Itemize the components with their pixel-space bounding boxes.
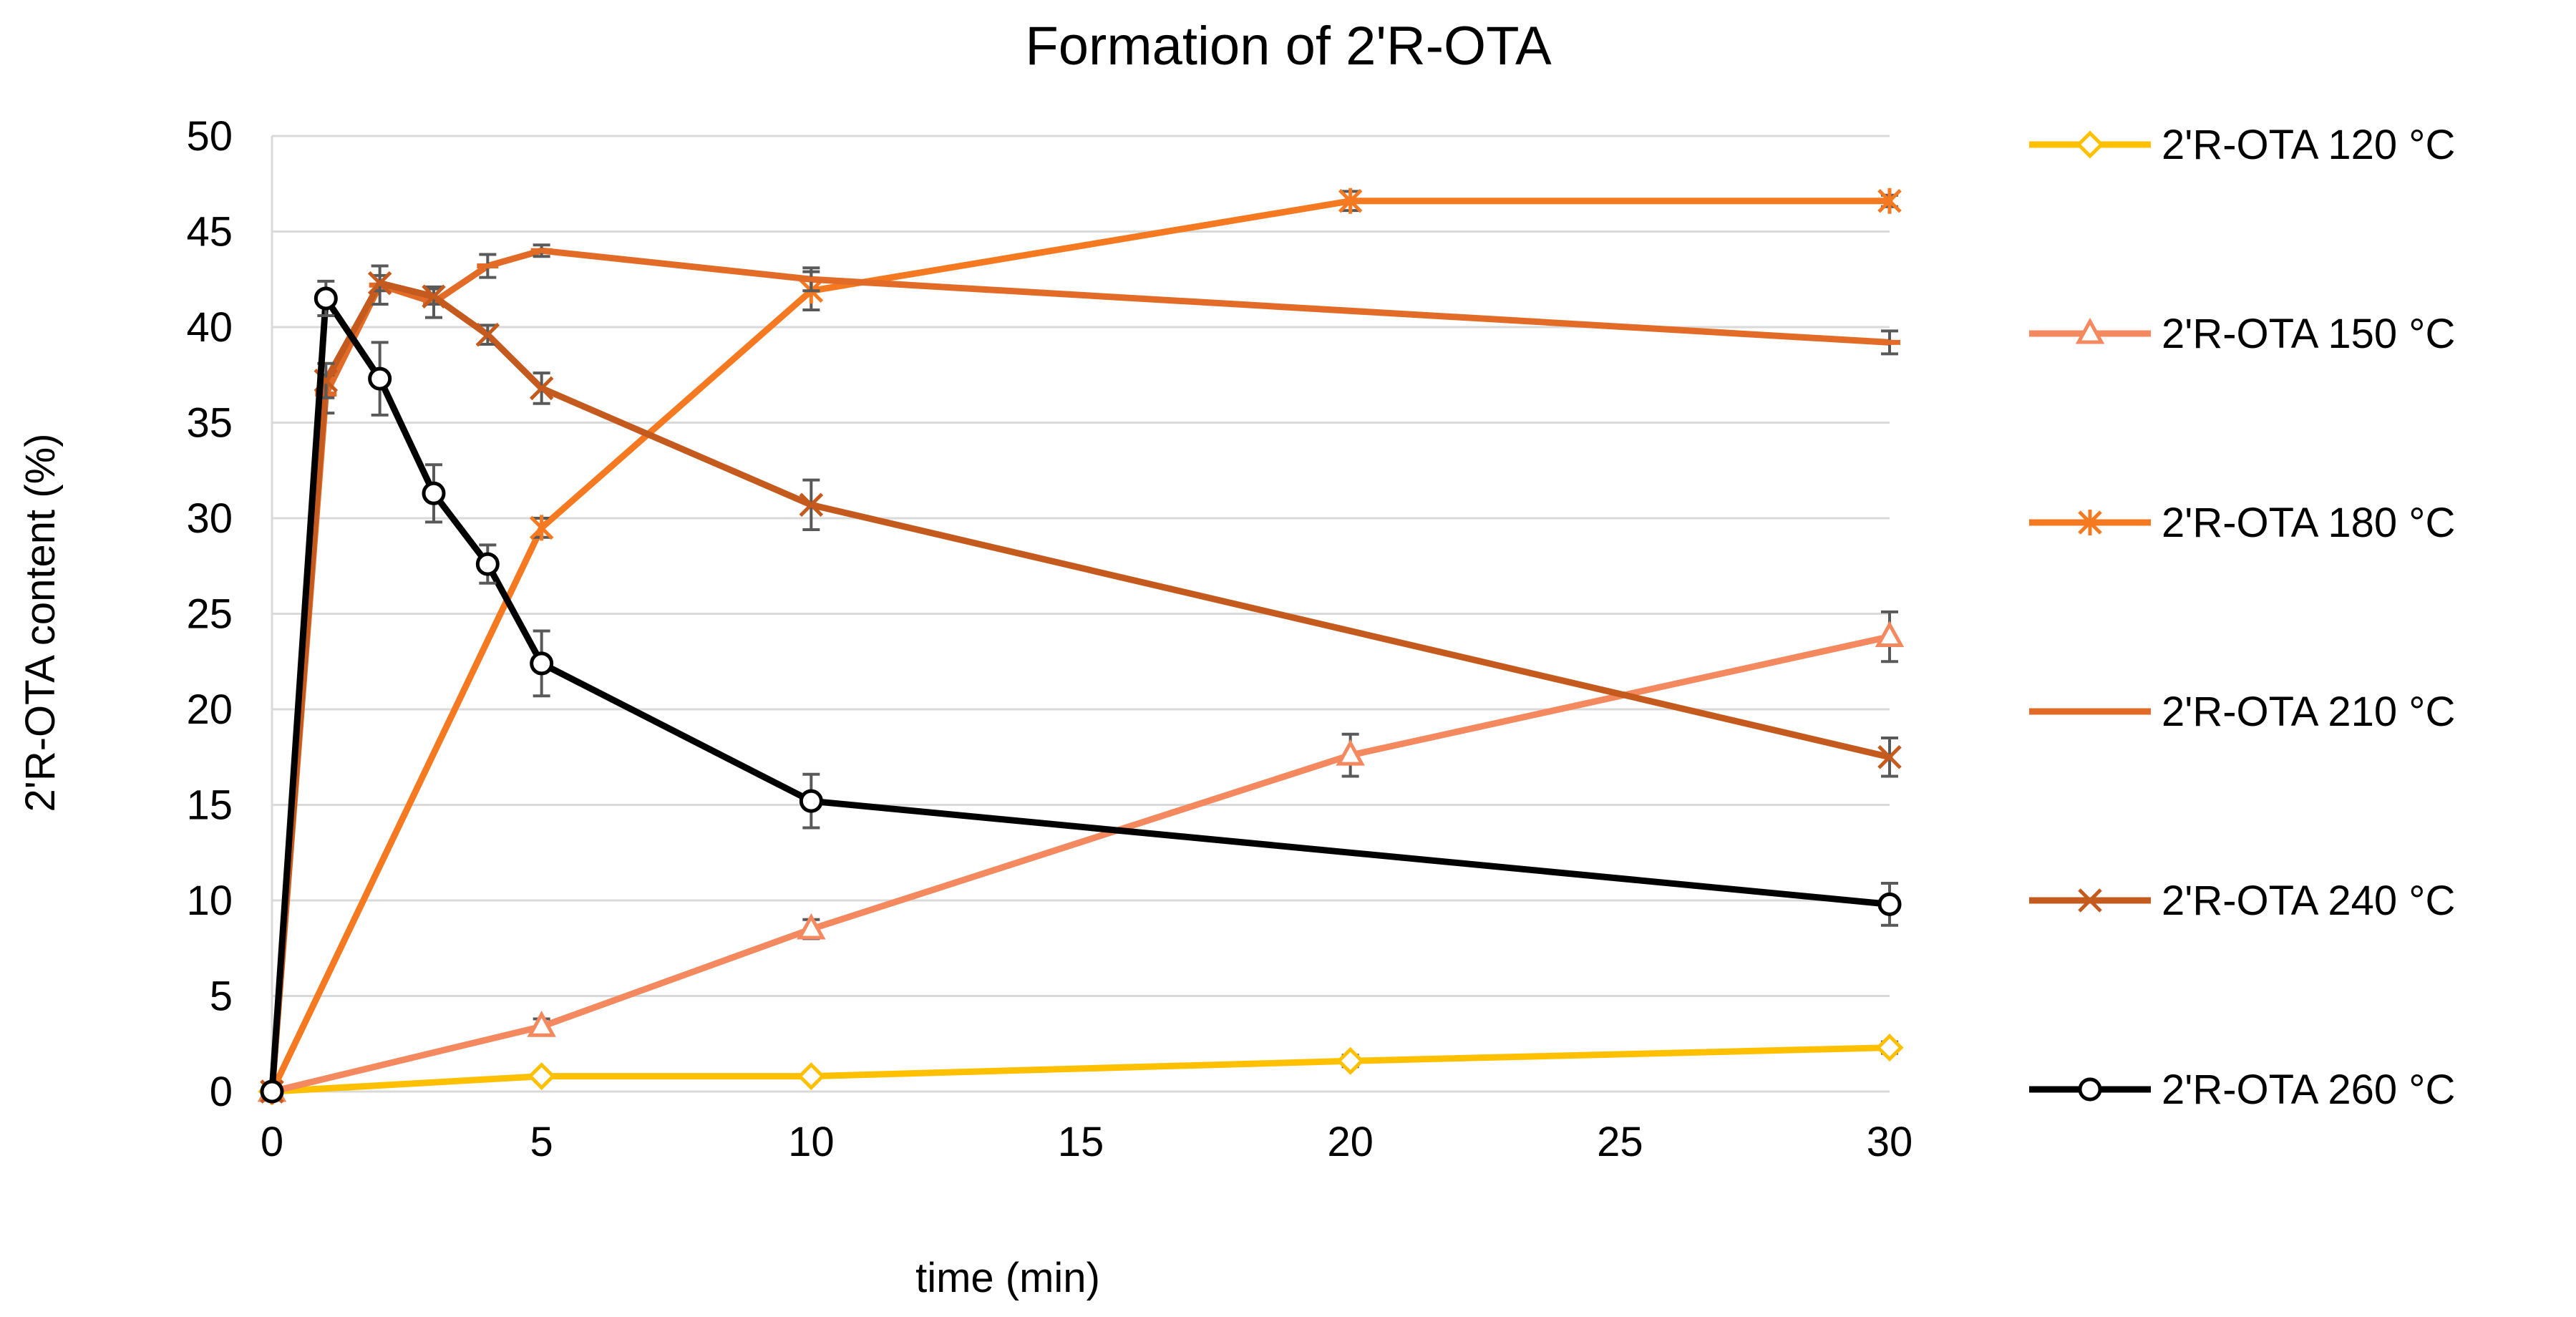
axes <box>271 136 1890 1093</box>
data-point <box>367 271 392 296</box>
legend-marker <box>2078 1077 2102 1102</box>
legend-marker <box>2075 317 2105 344</box>
series-line <box>268 295 1893 1095</box>
chart-title: Formation of 2'R-OTA <box>1025 16 1552 77</box>
x-tick-label: 25 <box>1597 1119 1643 1165</box>
legend-item: 2'R-OTA 260 °C <box>2029 1066 2455 1113</box>
data-point <box>422 481 446 505</box>
legend-label: 2'R-OTA 150 °C <box>2162 311 2455 357</box>
y-tick-label: 40 <box>186 304 233 351</box>
data-point <box>1877 744 1902 769</box>
data-point <box>797 1062 825 1091</box>
series-5 <box>260 279 1902 1104</box>
legend-label: 2'R-OTA 260 °C <box>2162 1066 2455 1113</box>
legend-marker <box>2078 510 2102 535</box>
data-point <box>475 552 500 576</box>
data-point <box>1875 1034 1904 1062</box>
x-tick-label: 10 <box>788 1119 835 1165</box>
legend-marker <box>2078 888 2102 913</box>
legend: 2'R-OTA 120 °C 2'R-OTA 150 °C 2'R-OTA 180 … <box>2029 122 2455 1113</box>
x-axis-ticks: 0 5 10 15 20 25 30 <box>261 1119 1912 1165</box>
legend-label: 2'R-OTA 180 °C <box>2162 500 2455 546</box>
series-line <box>268 280 1893 1095</box>
y-tick-label: 10 <box>186 878 233 924</box>
y-tick-label: 25 <box>186 591 233 638</box>
data-point <box>368 366 392 391</box>
legend-item: 2'R-OTA 240 °C <box>2029 878 2455 924</box>
data-point <box>314 286 338 311</box>
legend-item: 2'R-OTA 180 °C <box>2029 500 2455 546</box>
y-tick-label: 50 <box>186 113 233 160</box>
x-tick-label: 20 <box>1327 1119 1374 1165</box>
y-tick-label: 35 <box>186 400 233 447</box>
y-tick-label: 15 <box>186 782 233 829</box>
series-layer <box>257 188 1905 1106</box>
data-point <box>1338 188 1363 214</box>
series-3 <box>261 243 1900 1095</box>
y-tick-label: 20 <box>186 686 233 733</box>
data-point <box>527 1011 556 1037</box>
legend-label: 2'R-OTA 120 °C <box>2162 122 2455 168</box>
y-tick-label: 0 <box>210 1069 233 1115</box>
x-tick-label: 5 <box>530 1119 553 1165</box>
data-point <box>1875 621 1905 648</box>
series-line <box>268 1044 1893 1095</box>
y-axis-label: 2'R-OTA content (%) <box>17 434 64 812</box>
x-axis-label: time (min) <box>915 1255 1100 1301</box>
data-point <box>1877 892 1902 916</box>
legend-item: 2'R-OTA 210 °C <box>2029 689 2455 735</box>
series-1 <box>257 610 1905 1102</box>
x-tick-label: 0 <box>261 1119 283 1165</box>
y-tick-label: 5 <box>210 973 233 1020</box>
data-point <box>528 1062 556 1091</box>
data-point <box>260 1079 284 1104</box>
data-point <box>797 913 826 940</box>
series-line <box>268 198 1893 1095</box>
y-axis-ticks: 0 5 10 15 20 25 30 35 40 45 50 <box>186 113 233 1115</box>
series-0 <box>258 1034 1904 1106</box>
data-point <box>422 284 446 309</box>
legend-item: 2'R-OTA 150 °C <box>2029 311 2455 357</box>
data-point <box>475 322 500 347</box>
series-4 <box>260 271 1902 1104</box>
y-tick-label: 30 <box>186 495 233 542</box>
legend-item: 2'R-OTA 120 °C <box>2029 122 2455 168</box>
series-line <box>268 633 1893 1095</box>
legend-label: 2'R-OTA 210 °C <box>2162 689 2455 735</box>
data-point <box>799 492 824 517</box>
y-tick-label: 45 <box>186 209 233 256</box>
x-tick-label: 15 <box>1058 1119 1104 1165</box>
data-point <box>529 376 554 401</box>
data-point <box>1877 188 1902 214</box>
series-line <box>268 247 1893 1095</box>
data-point <box>529 515 554 541</box>
x-tick-label: 30 <box>1867 1119 1913 1165</box>
legend-marker <box>2076 130 2104 159</box>
legend-label: 2'R-OTA 240 °C <box>2162 878 2455 924</box>
data-point <box>1336 739 1365 766</box>
data-point <box>799 789 823 813</box>
data-point <box>530 651 554 676</box>
data-point <box>1336 1046 1365 1075</box>
